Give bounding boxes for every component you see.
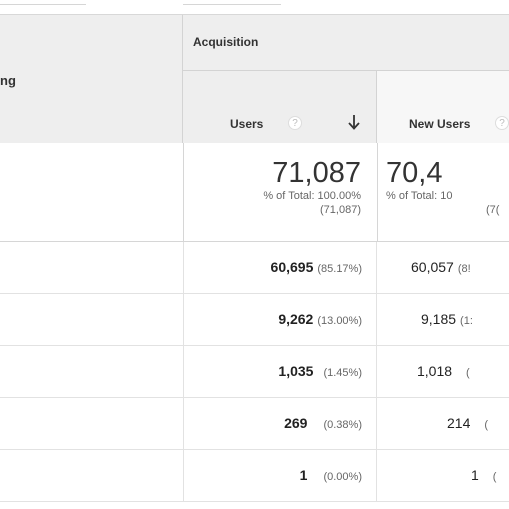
- column-divider: [183, 143, 184, 241]
- users-cell: 1 (0.00%): [183, 450, 377, 501]
- users-column-header[interactable]: Users ?: [183, 71, 377, 143]
- acquisition-group-header: Acquisition: [183, 15, 509, 71]
- new-users-total: 70,4 % of Total: 10 (7(: [386, 157, 509, 217]
- acquisition-group-label: Acquisition: [193, 35, 259, 49]
- new-users-column-label: New Users: [409, 117, 471, 131]
- totals-row: 71,087 % of Total: 100.00% (71,087) 70,4…: [0, 143, 509, 242]
- users-percent: (0.38%): [323, 419, 362, 431]
- dimension-column-label: ng: [0, 73, 16, 88]
- users-percent: (0.00%): [323, 471, 362, 483]
- table-row[interactable]: 9,262 (13.00%) 9,185 (1:: [0, 294, 509, 346]
- users-percent: (1.45%): [323, 367, 362, 379]
- table-header: ng Acquisition Users ? New Users ?: [0, 14, 509, 144]
- users-total-absolute: (71,087): [320, 204, 361, 216]
- new-users-cell: 1,018 (: [377, 363, 509, 381]
- users-value: 60,695: [270, 259, 314, 275]
- users-value: 9,262: [278, 311, 314, 327]
- table-row[interactable]: 1,035 (1.45%) 1,018 (: [0, 346, 509, 398]
- table-row[interactable]: 60,695 (85.17%) 60,057 (8!: [0, 242, 509, 294]
- new-users-cell: 1(: [377, 467, 509, 485]
- new-users-value: 214: [447, 415, 471, 431]
- new-users-percent: (1:: [460, 315, 473, 327]
- new-users-total-absolute: (7(: [486, 204, 500, 216]
- table-row[interactable]: 269 (0.38%) 214 (: [0, 398, 509, 450]
- help-icon[interactable]: ?: [495, 116, 509, 130]
- users-value: 1: [299, 467, 308, 483]
- new-users-percent: (8!: [457, 263, 471, 275]
- top-toolbar-strip: [0, 0, 509, 14]
- users-cell: 269 (0.38%): [183, 398, 377, 449]
- new-users-cell: 9,185 (1:: [377, 311, 509, 329]
- users-percent: (13.00%): [317, 315, 362, 327]
- users-percent: (85.17%): [317, 263, 362, 275]
- table-row[interactable]: 1 (0.00%) 1(: [0, 450, 509, 502]
- input-outline-right: [183, 4, 281, 5]
- new-users-percent: (: [492, 471, 497, 483]
- new-users-value: 1,018: [417, 363, 453, 379]
- users-value: 1,035: [278, 363, 314, 379]
- new-users-column-header[interactable]: New Users ?: [377, 71, 509, 143]
- new-users-value: 9,185: [421, 311, 457, 327]
- new-users-cell: 214 (: [377, 415, 509, 433]
- new-users-value: 1: [471, 467, 479, 483]
- users-column-label: Users: [230, 117, 264, 131]
- arrow-down-icon[interactable]: [347, 113, 361, 131]
- users-total: 71,087 % of Total: 100.00% (71,087): [191, 157, 361, 217]
- column-divider: [377, 143, 378, 241]
- new-users-value: 60,057: [411, 259, 454, 275]
- dimension-column-header[interactable]: ng: [0, 15, 183, 143]
- help-icon[interactable]: ?: [288, 116, 302, 130]
- users-total-percent: % of Total: 100.00%: [263, 190, 361, 202]
- users-value: 269: [284, 415, 308, 431]
- users-total-value: 71,087: [272, 157, 361, 189]
- new-users-total-percent: % of Total: 10: [386, 190, 453, 202]
- users-cell: 9,262 (13.00%): [183, 294, 377, 345]
- users-cell: 60,695 (85.17%): [183, 242, 377, 293]
- new-users-cell: 60,057 (8!: [377, 259, 509, 277]
- new-users-total-value: 70,4: [386, 157, 443, 189]
- input-outline-left: [0, 4, 86, 5]
- new-users-percent: (: [484, 419, 489, 431]
- new-users-percent: (: [466, 367, 470, 379]
- users-cell: 1,035 (1.45%): [183, 346, 377, 397]
